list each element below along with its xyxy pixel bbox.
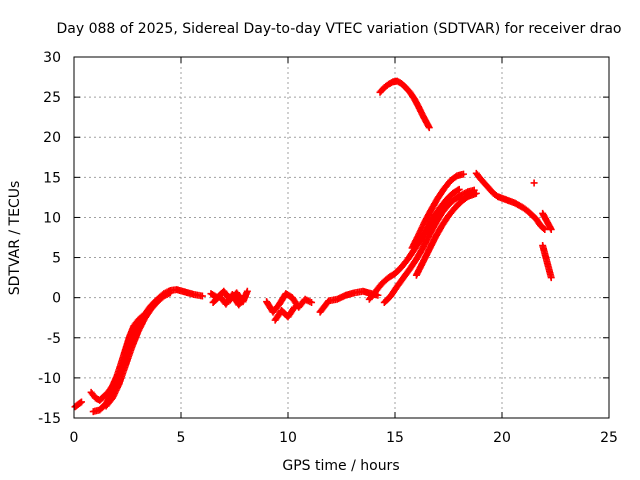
data-point [240, 294, 248, 302]
data-point [547, 274, 555, 282]
series-seg-e2 [209, 290, 249, 309]
series-seg-o [539, 209, 555, 233]
x-tick-label: 15 [386, 430, 404, 446]
data-point [455, 185, 463, 193]
y-tick-label: 30 [43, 50, 61, 66]
series-seg-p [539, 242, 555, 282]
series-seg-h [365, 185, 463, 303]
y-tick-label: -5 [47, 331, 61, 347]
data-point [243, 287, 251, 295]
series-seg-m [472, 169, 549, 233]
x-tick-label: 10 [279, 430, 297, 446]
data-point [541, 225, 549, 233]
data-point [530, 179, 538, 187]
y-tick-label: 0 [52, 291, 61, 307]
data-point [198, 292, 206, 300]
x-tick-label: 0 [70, 430, 79, 446]
data-point [241, 293, 249, 301]
series-seg-f2 [271, 303, 298, 324]
series-seg-f [263, 290, 316, 316]
data-point [290, 305, 298, 313]
data-point [459, 170, 467, 178]
series-seg-n [530, 179, 538, 187]
y-tick-label: 5 [52, 251, 61, 267]
grid-lines [74, 57, 609, 418]
data-point [472, 189, 480, 197]
data-points [71, 77, 555, 416]
y-axis-label: SDTVAR / TECUs [7, 181, 23, 296]
series-seg-j [408, 170, 467, 252]
x-tick-label: 5 [177, 430, 186, 446]
y-tick-label: -15 [38, 411, 61, 427]
y-tick-label: -10 [38, 371, 61, 387]
chart-title: Day 088 of 2025, Sidereal Day-to-day VTE… [56, 21, 621, 37]
series-seg-d [102, 289, 174, 410]
y-tick-label: 20 [43, 130, 61, 146]
data-point [425, 124, 433, 132]
plot-frame [73, 56, 610, 419]
data-point [76, 399, 84, 407]
x-tick-label: 25 [600, 430, 618, 446]
ticks: 0 5 10 15 20 25 -15 -10 -5 0 5 10 15 20 25 30 [38, 50, 618, 446]
data-point [166, 289, 174, 297]
y-tick-label: 10 [43, 210, 61, 226]
x-axis-label: GPS time / hours [282, 458, 399, 474]
data-point [547, 225, 555, 233]
data-point [454, 186, 462, 194]
data-point [290, 303, 298, 311]
data-point [540, 224, 548, 232]
y-tick-label: 15 [43, 170, 61, 186]
series-seg-g [316, 287, 382, 316]
series-seg-c [89, 286, 206, 416]
series-seg-l [376, 77, 433, 132]
data-point [77, 398, 85, 406]
y-tick-label: 25 [43, 90, 61, 106]
x-tick-label: 20 [493, 430, 511, 446]
series-seg-k [412, 189, 480, 279]
data-point [308, 298, 316, 306]
series-seg-i [380, 186, 478, 306]
